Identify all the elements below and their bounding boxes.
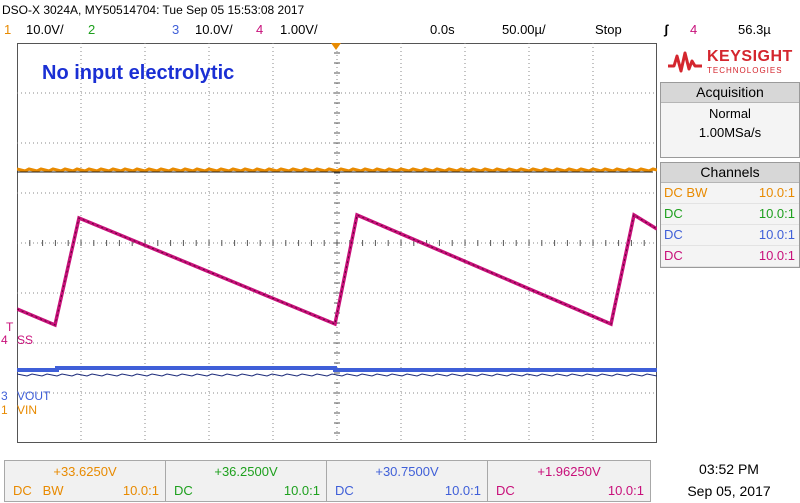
- ch1-coupling: DC: [664, 185, 683, 200]
- ch4-bottom-probe: 10.0:1: [607, 483, 644, 498]
- ch4-offset-value: +1.96250V: [537, 464, 601, 479]
- ch1-ground-marker[interactable]: 1: [1, 403, 8, 417]
- sample-rate: 1.00MSa/s: [698, 125, 762, 140]
- ch1-label: VIN: [17, 403, 38, 417]
- time-scale[interactable]: 50.00µ/: [502, 22, 546, 37]
- ch4-number[interactable]: 4: [256, 22, 264, 37]
- ch3-probe-ratio: 10.0:1: [758, 227, 795, 242]
- keysight-logo: KEYSIGHT TECHNOLOGIES: [663, 44, 799, 80]
- acquisition-panel[interactable]: Acquisition Normal 1.00MSa/s: [660, 82, 800, 158]
- ch2-offset-box[interactable]: +36.2500V DC 10.0:1: [165, 460, 327, 502]
- ch1-bottom-probe: 10.0:1: [122, 483, 159, 498]
- waveform-display[interactable]: [17, 43, 657, 443]
- ch1-bottom-bw: BW: [42, 483, 64, 498]
- window-title: DSO-X 3024A, MY50514704: Tue Sep 05 15:5…: [2, 3, 305, 17]
- ch2-probe-ratio: 10.0:1: [758, 206, 795, 221]
- ch2-coupling: DC: [664, 206, 683, 221]
- ch3-scale[interactable]: 10.0V/: [195, 22, 233, 37]
- channels-title: Channels: [661, 163, 799, 183]
- ch4-coupling: DC: [664, 248, 683, 263]
- ch3-ground-marker[interactable]: 3: [1, 389, 8, 403]
- clock-time: 03:52 PM: [699, 461, 759, 477]
- ch4-scale[interactable]: 1.00V/: [280, 22, 318, 37]
- ch3-label: VOUT: [17, 389, 51, 403]
- graticule: [17, 43, 657, 443]
- ch3-coupling: DC: [664, 227, 683, 242]
- channel-row-3[interactable]: DC 10.0:1: [661, 225, 799, 246]
- ch4-bottom-coupling: DC: [496, 483, 515, 498]
- ch1-scale[interactable]: 10.0V/: [26, 22, 64, 37]
- ch2-bottom-probe: 10.0:1: [283, 483, 320, 498]
- time-offset[interactable]: 0.0s: [430, 22, 455, 37]
- ch4-label: SS: [17, 333, 34, 347]
- ch3-trace-vout: [17, 366, 657, 372]
- trigger-level[interactable]: 56.3µ: [738, 22, 771, 37]
- ch4-offset-box[interactable]: +1.96250V DC 10.0:1: [487, 460, 651, 502]
- ch1-bottom-coupling: DC: [13, 483, 32, 498]
- ch3-number[interactable]: 3: [172, 22, 180, 37]
- ch4-trace-ss: [17, 212, 657, 328]
- ch4-ground-marker[interactable]: 4: [1, 333, 8, 347]
- ch1-offset-box[interactable]: +33.6250V DC BW 10.0:1: [4, 460, 166, 502]
- ch3-bottom-coupling: DC: [335, 483, 354, 498]
- ch3-bottom-probe: 10.0:1: [444, 483, 481, 498]
- acquisition-mode: Normal: [709, 106, 751, 121]
- ch3-offset-value: +30.7500V: [375, 464, 439, 479]
- keysight-wave-icon: [668, 51, 702, 73]
- ch3-offset-box[interactable]: +30.7500V DC 10.0:1: [326, 460, 488, 502]
- clock-date: Sep 05, 2017: [687, 483, 771, 499]
- ch2-offset-value: +36.2500V: [214, 464, 278, 479]
- channels-panel[interactable]: Channels DC BW 10.0:1 DC 10.0:1 DC 10.0:…: [660, 162, 800, 268]
- ch1-offset-value: +33.6250V: [53, 464, 117, 479]
- logo-sub: TECHNOLOGIES: [707, 66, 783, 75]
- annotation-text: No input electrolytic: [42, 62, 235, 84]
- acquisition-title: Acquisition: [661, 83, 799, 103]
- ch1-bw-limit: BW: [686, 185, 708, 200]
- ch2-number[interactable]: 2: [88, 22, 96, 37]
- ch1-trace-vin: [17, 167, 657, 173]
- channel-row-1[interactable]: DC BW 10.0:1: [661, 183, 799, 204]
- trigger-channel[interactable]: 4: [690, 22, 698, 37]
- ch1-number[interactable]: 1: [4, 22, 12, 37]
- channel-row-2[interactable]: DC 10.0:1: [661, 204, 799, 225]
- trigger-marker: T: [6, 320, 14, 334]
- logo-brand: KEYSIGHT: [707, 48, 793, 65]
- ch4-probe-ratio: 10.0:1: [758, 248, 795, 263]
- ch3-trace-noise: [17, 373, 657, 377]
- ch1-probe-ratio: 10.0:1: [758, 185, 795, 200]
- trigger-edge-icon: ʃ: [664, 22, 669, 37]
- ch2-bottom-coupling: DC: [174, 483, 193, 498]
- run-state[interactable]: Stop: [595, 22, 622, 37]
- time-reference-marker: [331, 43, 341, 50]
- channel-row-4[interactable]: DC 10.0:1: [661, 246, 799, 267]
